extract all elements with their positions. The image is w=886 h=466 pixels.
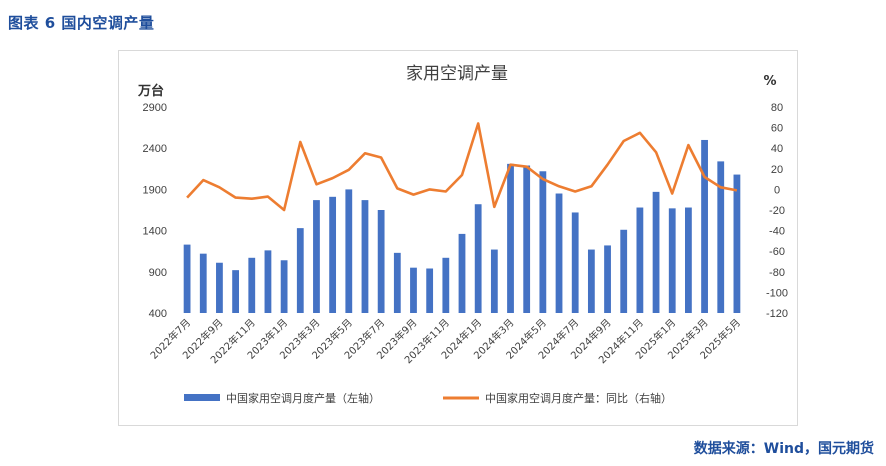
bar (733, 174, 741, 313)
right-tick-label: -40 (769, 226, 785, 238)
left-tick-label: 1400 (143, 226, 167, 238)
bar (183, 244, 191, 313)
bar (442, 257, 450, 313)
bar (313, 200, 320, 313)
left-axis-ticks: 400 900 1400 1900 2400 2900 (143, 102, 167, 320)
right-tick-label: 0 (774, 184, 780, 196)
bar (587, 249, 595, 313)
right-tick-label: 60 (771, 123, 783, 135)
right-tick-label: -100 (766, 287, 788, 299)
bar (232, 270, 239, 313)
line-series (186, 122, 738, 212)
bar (216, 262, 223, 313)
bar (280, 260, 288, 313)
right-axis-unit: % (763, 74, 776, 89)
left-tick-label: 1900 (143, 184, 167, 196)
right-tick-label: 40 (771, 143, 783, 155)
right-tick-label: -20 (769, 205, 785, 217)
bar (636, 207, 644, 313)
bar (620, 229, 628, 313)
left-tick-label: 2400 (143, 143, 167, 155)
bar (490, 249, 498, 313)
bar (555, 193, 563, 313)
bar (361, 200, 369, 313)
bar (685, 207, 692, 313)
chart-frame: 家用空调产量 万台 % 400 900 1400 1900 2400 2900 -120-… (118, 50, 798, 426)
chart-title: 家用空调产量 (406, 64, 508, 84)
bar-series (183, 139, 741, 313)
left-axis-unit: 万台 (137, 83, 164, 99)
bar (329, 196, 337, 313)
right-tick-label: 80 (771, 102, 783, 114)
bar (507, 163, 514, 313)
legend-bar-swatch (184, 394, 220, 401)
bar (345, 189, 353, 313)
bar (717, 161, 725, 313)
bar (377, 210, 385, 313)
yoy-line (186, 122, 738, 212)
bar (458, 233, 466, 313)
bar (296, 228, 304, 313)
right-tick-label: 20 (771, 164, 783, 176)
bar (571, 212, 579, 313)
right-tick-label: -60 (769, 246, 785, 258)
bar (393, 252, 401, 313)
source-note: 数据来源：Wind，国元期货 (693, 441, 874, 457)
figure-title: 图表 6 国内空调产量 (8, 14, 155, 32)
bar (701, 139, 708, 313)
right-tick-label: -120 (766, 308, 788, 320)
legend: 中国家用空调月度产量（左轴） 中国家用空调月度产量：同比（右轴） (184, 391, 672, 405)
bar (539, 171, 547, 313)
left-tick-label: 2900 (143, 102, 167, 114)
right-axis-ticks: -120 -100 -80 -60 -40 -20 0 20 40 60 80 (766, 102, 788, 320)
bar (668, 208, 676, 313)
right-tick-label: -80 (769, 267, 785, 279)
bar (604, 245, 611, 313)
bar (523, 165, 531, 313)
left-tick-label: 900 (149, 267, 167, 279)
bar (264, 250, 272, 313)
bar (652, 191, 660, 313)
legend-line-label: 中国家用空调月度产量：同比（右轴） (485, 391, 672, 405)
left-tick-label: 400 (149, 308, 167, 320)
bar (474, 204, 482, 313)
bar (248, 257, 256, 313)
bar (410, 267, 417, 313)
legend-bar-label: 中国家用空调月度产量（左轴） (226, 391, 380, 405)
bar (199, 253, 207, 313)
bar (426, 268, 434, 313)
x-axis-ticks: 2022年7月2022年9月2022年11月2023年1月2023年3月2023… (147, 316, 743, 366)
